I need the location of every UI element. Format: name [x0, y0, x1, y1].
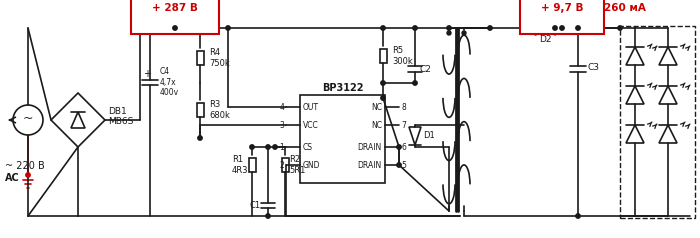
- Text: C4
4,7x
400v: C4 4,7x 400v: [160, 67, 179, 97]
- Circle shape: [266, 145, 270, 149]
- Text: C3: C3: [588, 64, 600, 73]
- Text: GND: GND: [303, 160, 321, 169]
- Circle shape: [447, 26, 452, 30]
- Circle shape: [26, 173, 30, 177]
- Text: DB1: DB1: [108, 108, 127, 116]
- Circle shape: [381, 81, 385, 85]
- Circle shape: [198, 136, 202, 140]
- Circle shape: [576, 26, 580, 30]
- Text: R1
4R3: R1 4R3: [232, 155, 248, 175]
- Circle shape: [173, 26, 177, 30]
- Text: ~ 220 В: ~ 220 В: [5, 161, 45, 171]
- Circle shape: [397, 163, 401, 167]
- Text: 8: 8: [401, 103, 406, 111]
- Text: NC: NC: [371, 120, 382, 129]
- Text: D1: D1: [423, 132, 435, 140]
- Circle shape: [381, 96, 385, 100]
- Bar: [281, 158, 288, 172]
- Text: 7: 7: [401, 120, 406, 129]
- Text: MB6S: MB6S: [108, 118, 134, 127]
- Text: CS: CS: [303, 143, 313, 152]
- Text: R5
300k: R5 300k: [392, 46, 413, 66]
- Bar: [248, 158, 256, 172]
- Text: 1: 1: [279, 143, 284, 152]
- Circle shape: [413, 81, 417, 85]
- Text: C2: C2: [420, 65, 432, 74]
- Bar: [197, 51, 204, 65]
- Text: R2
5R1: R2 5R1: [289, 155, 305, 175]
- Text: + 287 В: + 287 В: [152, 3, 198, 13]
- Text: 2: 2: [279, 160, 284, 169]
- Text: VCC: VCC: [303, 120, 319, 129]
- Text: R3
680k: R3 680k: [209, 100, 230, 120]
- Text: 6: 6: [401, 143, 406, 152]
- Text: 260 мА: 260 мА: [604, 3, 646, 13]
- Polygon shape: [71, 112, 85, 128]
- Polygon shape: [626, 86, 644, 104]
- Circle shape: [250, 145, 254, 149]
- Text: DRAIN: DRAIN: [358, 160, 382, 169]
- Text: + 9,7 В: + 9,7 В: [540, 3, 583, 13]
- Text: +: +: [143, 69, 151, 79]
- Circle shape: [13, 105, 43, 135]
- Polygon shape: [51, 93, 105, 147]
- Polygon shape: [659, 47, 677, 65]
- Text: 4: 4: [279, 103, 284, 111]
- Circle shape: [618, 26, 622, 30]
- Circle shape: [462, 31, 466, 35]
- Circle shape: [576, 214, 580, 218]
- Text: D2: D2: [539, 35, 552, 45]
- Circle shape: [381, 26, 385, 30]
- Polygon shape: [659, 86, 677, 104]
- Polygon shape: [626, 125, 644, 143]
- Bar: [379, 49, 386, 63]
- Text: C1: C1: [250, 202, 261, 210]
- Circle shape: [553, 26, 557, 30]
- Text: 3: 3: [279, 120, 284, 129]
- Circle shape: [266, 214, 270, 218]
- Text: OUT: OUT: [303, 103, 319, 111]
- Text: NC: NC: [371, 103, 382, 111]
- Text: ~: ~: [22, 111, 34, 124]
- Bar: [300, 95, 385, 183]
- Polygon shape: [409, 127, 421, 145]
- Circle shape: [413, 26, 417, 30]
- Text: 5: 5: [401, 160, 406, 169]
- Text: BP3122: BP3122: [322, 83, 363, 93]
- Circle shape: [226, 26, 230, 30]
- Polygon shape: [535, 21, 555, 35]
- Circle shape: [397, 145, 401, 149]
- Circle shape: [488, 26, 492, 30]
- Bar: [197, 103, 204, 117]
- Polygon shape: [659, 125, 677, 143]
- Text: DRAIN: DRAIN: [358, 143, 382, 152]
- Circle shape: [273, 145, 277, 149]
- Text: R4
750k: R4 750k: [209, 48, 230, 68]
- Circle shape: [447, 31, 451, 35]
- Text: AC: AC: [5, 173, 20, 183]
- Polygon shape: [626, 47, 644, 65]
- Circle shape: [560, 26, 564, 30]
